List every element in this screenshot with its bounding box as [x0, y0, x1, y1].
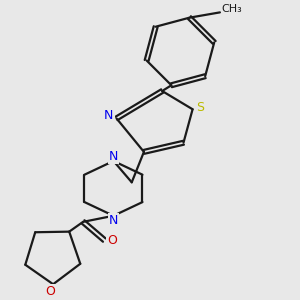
- Text: O: O: [107, 234, 117, 247]
- Text: S: S: [196, 101, 204, 114]
- Text: CH₃: CH₃: [222, 4, 242, 14]
- Text: N: N: [109, 214, 118, 227]
- Text: N: N: [104, 109, 114, 122]
- Text: O: O: [45, 285, 55, 298]
- Text: N: N: [109, 150, 118, 163]
